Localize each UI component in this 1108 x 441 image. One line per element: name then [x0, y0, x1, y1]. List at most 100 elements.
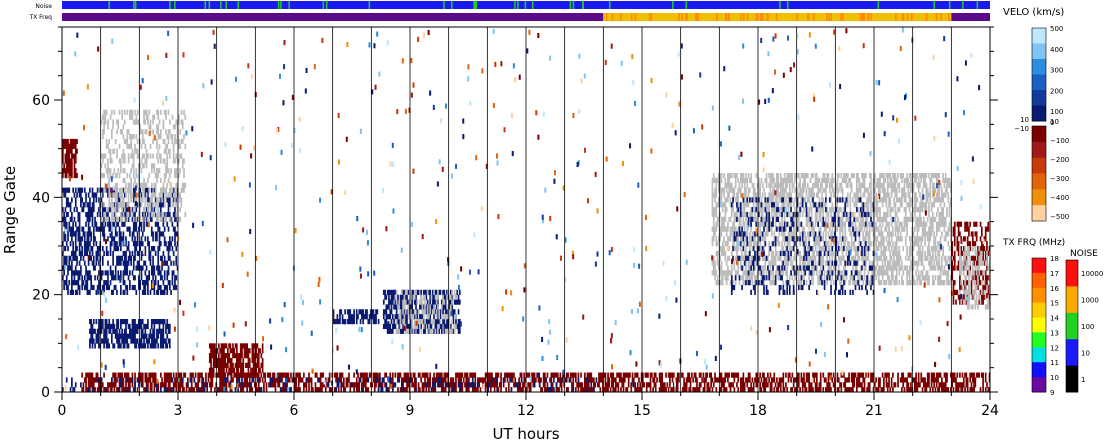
echo-cell	[172, 250, 175, 257]
echo-cell	[71, 382, 73, 388]
echo-cell	[763, 382, 765, 388]
echo-cell	[76, 280, 78, 286]
echo-cell	[394, 382, 397, 388]
echo-cell	[412, 309, 415, 315]
echo-cell	[123, 192, 126, 198]
echo-cell	[100, 270, 103, 276]
echo-cell	[254, 357, 256, 364]
echo-cell	[933, 377, 935, 383]
echo-cell	[96, 328, 99, 334]
echo-cell	[935, 382, 938, 388]
echo-cell	[89, 328, 91, 334]
echo-cell	[385, 294, 388, 300]
echo-cell	[239, 348, 242, 354]
echo-cell	[141, 163, 144, 169]
echo-cell	[718, 260, 720, 266]
echo-cell	[560, 382, 563, 388]
echo-cell	[153, 280, 156, 286]
echo-cell	[404, 328, 407, 334]
echo-cell	[158, 192, 161, 198]
echo-cell	[719, 387, 722, 393]
echo-cell	[407, 289, 410, 295]
echo-cell	[150, 333, 153, 339]
echo-cell	[232, 343, 234, 349]
echo-cell	[840, 372, 843, 378]
echo-cell	[215, 348, 218, 354]
txfreq-flicker	[740, 13, 742, 21]
echo-cell	[107, 119, 109, 125]
echo-cell	[120, 211, 122, 218]
echo-cell	[743, 197, 746, 203]
echo-cell	[765, 382, 768, 388]
echo-cell	[224, 362, 227, 368]
echo-cell	[730, 211, 733, 218]
echo-cell	[189, 387, 192, 393]
echo-cell	[78, 221, 81, 227]
echo-cell	[230, 357, 233, 364]
echo-cell	[611, 382, 613, 388]
echo-cell	[215, 382, 218, 388]
echo-cell	[384, 294, 386, 300]
noise-bar-tick	[474, 1, 476, 9]
echo-cell	[671, 377, 674, 383]
echo-cell	[922, 377, 925, 383]
echo-cell	[416, 328, 419, 334]
echo-cell	[408, 309, 411, 315]
echo-cell	[345, 377, 348, 383]
echo-cell	[125, 387, 127, 393]
echo-cell	[429, 372, 432, 378]
echo-cell	[941, 387, 943, 393]
echo-cell	[166, 197, 169, 203]
echo-cell	[764, 260, 767, 266]
echo-cell	[712, 255, 715, 261]
echo-cell	[127, 153, 130, 159]
echo-cell	[150, 246, 153, 252]
echo-cell	[565, 377, 568, 383]
echo-cell	[748, 372, 751, 378]
echo-cell	[145, 182, 148, 188]
echo-cell	[90, 284, 93, 291]
echo-cell	[153, 328, 156, 334]
echo-cell	[175, 138, 178, 145]
echo-cell	[510, 377, 513, 383]
echo-cell	[104, 221, 107, 227]
echo-cell	[91, 207, 94, 213]
echo-cell	[175, 246, 178, 252]
echo-cell	[761, 382, 764, 388]
txfreq-flicker	[859, 13, 862, 21]
echo-cell	[127, 197, 130, 203]
echo-cell	[98, 323, 100, 330]
txfreq-segment	[951, 13, 990, 21]
echo-cell	[421, 372, 424, 378]
echo-cell	[69, 158, 72, 164]
echo-cell	[484, 377, 487, 383]
echo-cell	[86, 270, 89, 276]
echo-cell	[125, 138, 127, 145]
echo-cell	[239, 372, 242, 378]
echo-cell	[394, 372, 397, 378]
echo-cell	[526, 387, 528, 393]
echo-cell	[678, 372, 680, 378]
echo-cell	[719, 187, 722, 193]
echo-cell	[73, 275, 76, 281]
echo-cell	[122, 221, 125, 227]
echo-cell	[748, 246, 751, 252]
echo-cell	[109, 153, 112, 159]
noise-bar-tick	[787, 1, 789, 9]
echo-cell	[741, 255, 743, 261]
echo-cell	[328, 387, 331, 393]
echo-cell	[76, 138, 78, 145]
echo-cell	[131, 148, 134, 154]
echo-cell	[433, 314, 435, 320]
echo-cell	[72, 241, 74, 247]
echo-cell	[145, 377, 148, 383]
echo-cell	[143, 221, 145, 227]
echo-cell	[136, 148, 139, 154]
echo-cell	[367, 387, 370, 393]
echo-cell	[122, 177, 125, 184]
echo-cell	[973, 377, 975, 383]
echo-cell	[984, 377, 987, 383]
echo-cell	[399, 299, 402, 305]
echo-cell	[768, 207, 770, 213]
echo-cell	[763, 187, 765, 193]
